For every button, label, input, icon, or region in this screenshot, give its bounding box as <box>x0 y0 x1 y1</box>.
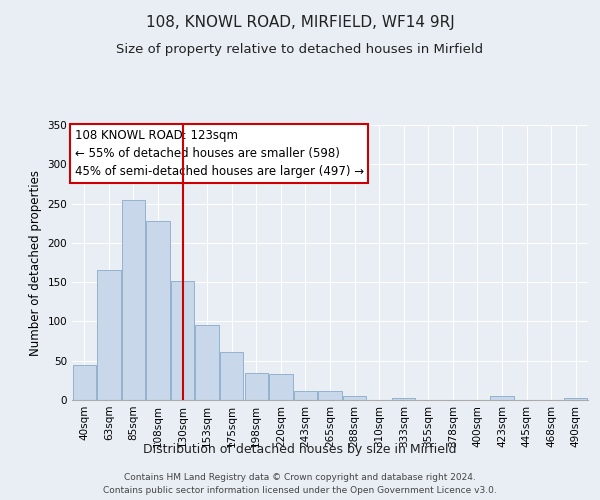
Bar <box>564 398 587 400</box>
Bar <box>73 366 96 400</box>
Bar <box>343 396 366 400</box>
Text: Size of property relative to detached houses in Mirfield: Size of property relative to detached ho… <box>116 42 484 56</box>
Bar <box>220 352 244 400</box>
Bar <box>171 280 194 400</box>
Text: Distribution of detached houses by size in Mirfield: Distribution of detached houses by size … <box>143 442 457 456</box>
Bar <box>392 398 415 400</box>
Bar <box>319 392 341 400</box>
Bar <box>97 270 121 400</box>
Text: Contains HM Land Registry data © Crown copyright and database right 2024.
Contai: Contains HM Land Registry data © Crown c… <box>103 474 497 495</box>
Bar <box>146 221 170 400</box>
Bar <box>294 392 317 400</box>
Y-axis label: Number of detached properties: Number of detached properties <box>29 170 42 356</box>
Bar <box>245 374 268 400</box>
Bar <box>196 324 219 400</box>
Bar <box>269 374 293 400</box>
Bar <box>490 396 514 400</box>
Bar <box>122 200 145 400</box>
Text: 108 KNOWL ROAD: 123sqm
← 55% of detached houses are smaller (598)
45% of semi-de: 108 KNOWL ROAD: 123sqm ← 55% of detached… <box>74 129 364 178</box>
Text: 108, KNOWL ROAD, MIRFIELD, WF14 9RJ: 108, KNOWL ROAD, MIRFIELD, WF14 9RJ <box>146 15 454 30</box>
